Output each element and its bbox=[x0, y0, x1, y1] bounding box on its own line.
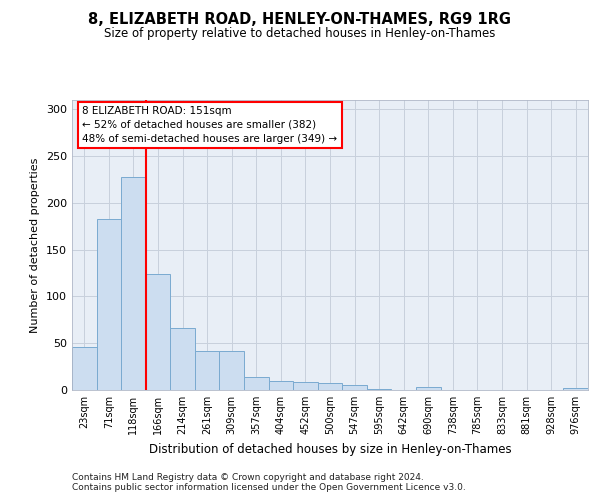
Bar bbox=[220, 350, 244, 390]
Text: Size of property relative to detached houses in Henley-on-Thames: Size of property relative to detached ho… bbox=[104, 28, 496, 40]
Bar bbox=[170, 328, 195, 390]
Bar bbox=[244, 377, 269, 390]
Bar bbox=[367, 389, 391, 390]
Bar bbox=[97, 219, 121, 390]
Text: Contains public sector information licensed under the Open Government Licence v3: Contains public sector information licen… bbox=[72, 484, 466, 492]
Bar bbox=[416, 387, 440, 390]
Bar bbox=[342, 386, 367, 390]
Bar bbox=[269, 380, 293, 390]
Text: Contains HM Land Registry data © Crown copyright and database right 2024.: Contains HM Land Registry data © Crown c… bbox=[72, 472, 424, 482]
Text: Distribution of detached houses by size in Henley-on-Thames: Distribution of detached houses by size … bbox=[149, 442, 511, 456]
Bar bbox=[72, 347, 97, 390]
Bar bbox=[195, 350, 220, 390]
Bar bbox=[146, 274, 170, 390]
Y-axis label: Number of detached properties: Number of detached properties bbox=[31, 158, 40, 332]
Bar bbox=[318, 382, 342, 390]
Bar bbox=[293, 382, 318, 390]
Bar bbox=[563, 388, 588, 390]
Text: 8, ELIZABETH ROAD, HENLEY-ON-THAMES, RG9 1RG: 8, ELIZABETH ROAD, HENLEY-ON-THAMES, RG9… bbox=[89, 12, 511, 28]
Text: 8 ELIZABETH ROAD: 151sqm
← 52% of detached houses are smaller (382)
48% of semi-: 8 ELIZABETH ROAD: 151sqm ← 52% of detach… bbox=[82, 106, 337, 144]
Bar bbox=[121, 176, 146, 390]
